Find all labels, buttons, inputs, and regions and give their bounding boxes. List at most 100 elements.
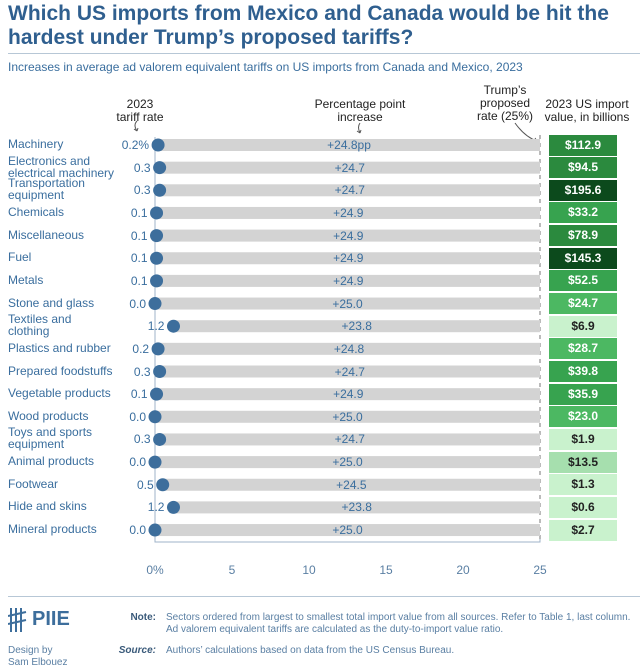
increase-label: +24.8pp	[327, 138, 371, 152]
category-label: Metals	[8, 272, 44, 287]
rate-label: 0.3	[133, 364, 151, 379]
increase-label: +23.8	[341, 500, 372, 515]
tariff-rate-dot	[148, 523, 162, 537]
tariff-rate-dot	[148, 455, 162, 469]
increase-label: +24.8	[333, 341, 365, 356]
piie-logo-icon	[8, 608, 27, 632]
tariff-rate-dot	[156, 478, 170, 492]
design-credit: Design by Sam Elbouez	[8, 645, 68, 668]
tariff-rate-dot	[148, 410, 162, 424]
tariff-rate-dot	[166, 500, 180, 514]
increase-bar	[158, 342, 540, 355]
tariff-rate-dot	[148, 297, 162, 311]
import-value-cell: $13.5	[549, 451, 617, 473]
piie-logo: PIIE	[8, 606, 70, 632]
rate-label: 0.5	[137, 477, 154, 492]
increase-label: +24.7	[334, 364, 365, 379]
increase-label: +24.9	[333, 205, 364, 220]
import-value-cell: $39.8	[549, 361, 617, 382]
axis-line	[154, 137, 541, 543]
header-import-value: 2023 US import value, in billions	[544, 97, 630, 124]
increase-bar	[155, 456, 540, 469]
footer-divider	[8, 596, 640, 597]
proposed-arrow-icon	[514, 122, 538, 142]
increase-label: +24.9	[333, 251, 364, 266]
category-label: Stone and glass	[8, 295, 95, 310]
import-value-cell: $112.9	[549, 134, 617, 156]
rate-label: 0.1	[130, 273, 148, 288]
increase-label: +24.7	[334, 160, 365, 175]
header-tariff-rate: 2023 tariff rate	[116, 97, 164, 124]
increase-label: +24.7	[334, 183, 365, 198]
category-label: Animal products	[8, 454, 95, 469]
tariff-rate-dot	[153, 183, 167, 197]
rate-label: 0.2	[132, 341, 150, 356]
x-tick-label: 25	[533, 563, 547, 577]
rate-label: 0.0	[129, 296, 146, 311]
divider	[8, 53, 640, 54]
x-tick-label: 15	[379, 563, 393, 577]
increase-bar	[158, 139, 540, 151]
increase-bar	[159, 365, 540, 378]
source-label: Source:	[118, 645, 156, 656]
category-label: Fuel	[8, 250, 32, 265]
increase-label: +24.9	[333, 273, 364, 288]
piie-logo-text: PIIE	[32, 607, 70, 630]
source-text: Authors’ calculations based on data from…	[166, 645, 455, 656]
import-value-cell: $94.5	[549, 157, 617, 179]
category-label: Machinery	[8, 137, 64, 151]
x-tick-label: 5	[228, 563, 236, 577]
chart-subtitle: Increases in average ad valorem equivale…	[8, 60, 523, 74]
category-label: Plastics and rubber	[8, 340, 111, 355]
category-label: Chemicals	[8, 204, 65, 219]
category-label: Hide and skins	[8, 499, 87, 514]
category-label: Transportation equipment	[8, 176, 85, 203]
rate-label: 0.3	[133, 160, 151, 175]
increase-bar	[159, 433, 540, 446]
tariff-rate-dot	[151, 138, 165, 152]
increase-bar	[159, 184, 540, 197]
import-value-cell: $145.3	[549, 247, 617, 269]
import-value-cell: $24.7	[549, 293, 617, 315]
category-label: Textiles and clothing	[8, 312, 72, 339]
rate-label: 0.3	[133, 432, 151, 447]
category-label: Footwear	[8, 476, 59, 491]
import-value-cell: $35.9	[549, 383, 617, 405]
rate-label: 0.1	[130, 387, 148, 402]
note-text: Sectors ordered from largest to smallest…	[166, 612, 631, 635]
import-value-cell: $33.2	[549, 202, 617, 224]
rate-label: 0.0	[129, 455, 146, 470]
rate-label: 0.2%	[121, 138, 150, 152]
category-label: Mineral products	[8, 522, 97, 537]
tariff-rate-dot	[150, 274, 164, 288]
increase-bar	[155, 410, 540, 423]
tariff-rate-dot	[153, 161, 167, 175]
rate-label: 0.0	[129, 523, 146, 538]
increase-label: +25.0	[332, 455, 363, 470]
increase-bar	[156, 206, 541, 219]
note-label: Note:	[130, 612, 156, 623]
increase-label: +25.0	[332, 409, 363, 424]
tariff-rate-dot	[150, 251, 164, 265]
rate-label: 0.1	[130, 228, 148, 243]
rate-label: 0.0	[129, 409, 146, 424]
rate-label: 0.1	[130, 251, 148, 266]
increase-label: +24.9	[333, 387, 364, 402]
import-value-cell: $6.9	[549, 315, 617, 337]
increase-bar	[159, 161, 540, 174]
import-value-cell: $2.7	[549, 519, 617, 541]
increase-label: +25.0	[332, 296, 363, 311]
import-value-cell: $52.5	[549, 270, 617, 292]
increase-arrow-icon	[356, 122, 362, 134]
increase-bar	[156, 388, 541, 401]
tariff-rate-dot	[166, 319, 180, 333]
import-value-cell: $1.3	[549, 474, 617, 496]
increase-bar	[173, 320, 541, 333]
rate-label: 1.2	[147, 500, 165, 515]
rate-label: 1.2	[147, 319, 165, 334]
chart-title: Which US imports from Mexico and Canada …	[8, 2, 609, 49]
tariff-rate-dot	[153, 365, 167, 378]
import-value-cell: $195.6	[549, 179, 617, 201]
x-tick-label: 0%	[146, 563, 164, 577]
increase-bar	[155, 524, 540, 537]
